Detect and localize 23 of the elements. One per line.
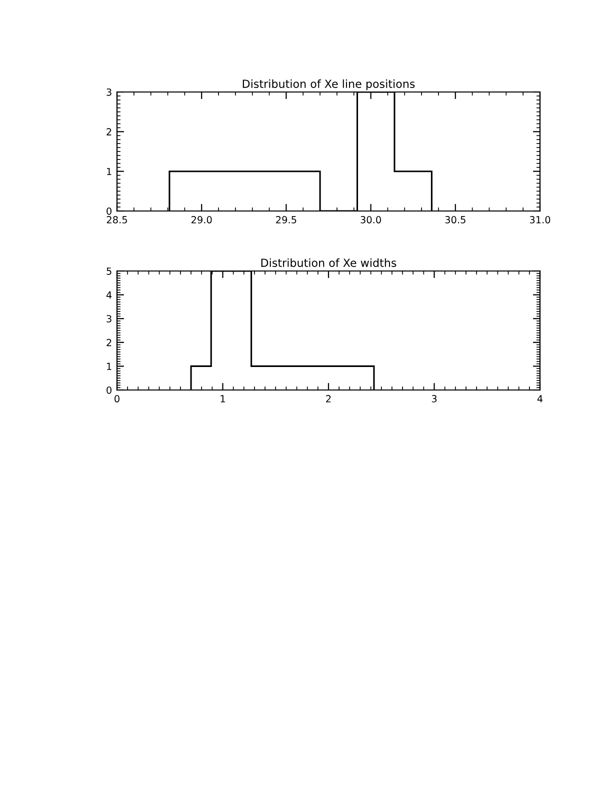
- y-tick-label: 2: [106, 338, 112, 346]
- y-tick-label: 1: [107, 168, 112, 176]
- x-tick-label: 30.0: [360, 216, 381, 224]
- x-tick-label: 3: [432, 395, 437, 402]
- chart-title: Distribution of Xe widths: [261, 258, 396, 267]
- y-tick-label: 3: [106, 88, 112, 96]
- x-tick-label: 31.0: [530, 216, 550, 224]
- x-tick-label: 29.5: [276, 216, 296, 224]
- x-tick-label: 1: [220, 395, 225, 402]
- chart-title: Distribution of Xe line positions: [242, 79, 415, 90]
- x-tick-label: 0: [114, 395, 120, 402]
- x-tick-label: 28.5: [106, 216, 127, 224]
- y-tick-label: 5: [106, 268, 112, 275]
- y-tick-label: 1: [107, 362, 112, 370]
- y-tick-label: 2: [106, 128, 112, 136]
- x-tick-label: 30.5: [445, 216, 466, 224]
- y-tick-label: 0: [106, 386, 112, 394]
- x-tick-label: 29.0: [191, 216, 212, 224]
- x-tick-label: 4: [537, 395, 543, 402]
- y-tick-label: 0: [106, 207, 112, 215]
- y-tick-label: 4: [106, 291, 112, 298]
- y-tick-label: 3: [106, 315, 112, 322]
- x-tick-label: 2: [326, 395, 331, 402]
